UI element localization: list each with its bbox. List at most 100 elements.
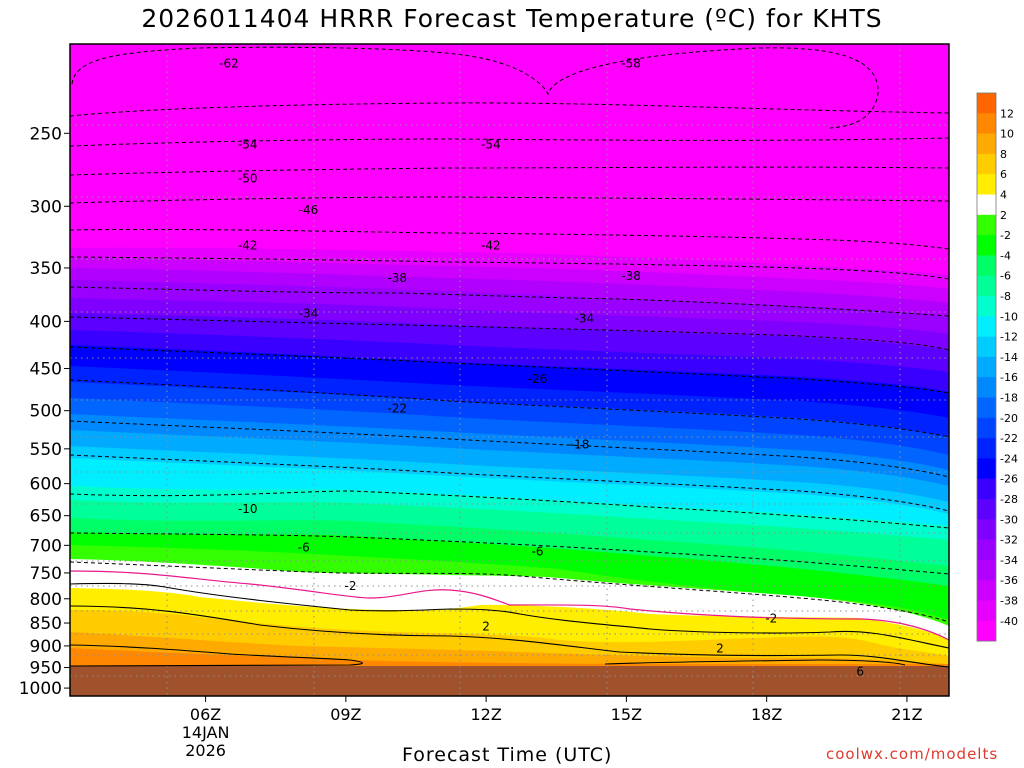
contour-label: -34 — [299, 306, 319, 320]
contour-label: -42 — [481, 239, 501, 253]
temperature-fill — [70, 44, 949, 696]
contour-label: -2 — [765, 611, 777, 625]
legend-label: 2 — [1000, 209, 1007, 222]
isotherm-m18 — [70, 420, 949, 478]
y-tick-label: 900 — [30, 637, 62, 657]
isotherm-m42 — [70, 228, 949, 250]
x-tick-label: 12Z — [470, 705, 501, 724]
isotherm-p2 — [70, 582, 949, 649]
x-date-label: 14JAN — [182, 723, 230, 742]
legend-swatch — [977, 620, 996, 642]
legend-label: -4 — [1000, 249, 1011, 262]
isotherm-p10-east — [604, 659, 906, 666]
y-tick-label: 650 — [30, 507, 62, 527]
x-tick-label: 06Z — [190, 705, 221, 724]
legend-swatch — [977, 499, 996, 520]
legend-swatch — [977, 235, 996, 256]
contour-label: -42 — [238, 239, 258, 253]
legend-label: -10 — [1000, 310, 1018, 323]
color-legend: 12 10 8 6 4 2 -2 -4 -6 -8 -10 -12 -14 -16 -18 -20 -22 -24… — [976, 92, 1018, 642]
legend-label: -30 — [1000, 513, 1018, 526]
legend-label: -40 — [1000, 615, 1018, 628]
contour-label: -38 — [621, 269, 641, 283]
legend-swatch — [977, 559, 996, 581]
legend-swatch — [977, 377, 996, 398]
x-tick-label: 15Z — [611, 705, 642, 724]
legend-label: -14 — [1000, 351, 1018, 364]
legend-label: -8 — [1000, 290, 1011, 303]
legend-frame — [976, 92, 997, 642]
legend-label: -6 — [1000, 270, 1011, 283]
contour-label: -6 — [532, 545, 544, 559]
legend-label: -18 — [1000, 392, 1018, 405]
legend-label: -28 — [1000, 493, 1018, 506]
isotherm-m38 — [70, 256, 949, 280]
y-tick-label: 450 — [30, 360, 62, 380]
y-tick-label: 500 — [30, 402, 62, 422]
contour-label: -54 — [238, 137, 258, 151]
legend-swatch — [977, 113, 996, 134]
y-tick-label: 600 — [30, 475, 62, 495]
legend-swatch — [977, 397, 996, 419]
legend-swatch — [977, 478, 996, 500]
legend-label: 4 — [1000, 189, 1007, 202]
x-tick-label: 09Z — [330, 705, 361, 724]
legend-label: -2 — [1000, 229, 1011, 242]
legend-swatch — [977, 580, 996, 601]
legend-swatch — [977, 417, 996, 439]
isotherm-m10 — [70, 490, 949, 529]
legend-label: 10 — [1000, 128, 1014, 141]
y-tick-label: 550 — [30, 440, 62, 460]
y-tick-label: 700 — [30, 536, 62, 556]
legend-swatch — [977, 458, 996, 479]
contour-label: -46 — [299, 203, 319, 217]
dashed-isotherms — [70, 46, 949, 623]
legend-swatch — [977, 296, 996, 317]
legend-swatch — [977, 255, 996, 276]
y-tick-label: 750 — [30, 564, 62, 584]
legend-label: -20 — [1000, 412, 1018, 425]
legend-swatch — [977, 214, 996, 236]
legend-swatch — [977, 194, 996, 216]
isotherm-m6 — [70, 532, 949, 575]
legend-swatch — [977, 93, 996, 114]
credit-link[interactable]: coolwx.com/modelts — [826, 745, 999, 763]
legend-swatch — [977, 438, 996, 459]
x-tick-label: 18Z — [751, 705, 782, 724]
legend-label: 12 — [1000, 107, 1014, 120]
contour-label: 2 — [482, 619, 490, 633]
y-tick-label: 400 — [30, 312, 62, 332]
legend-label: 8 — [1000, 148, 1007, 161]
legend-label: 6 — [1000, 168, 1007, 181]
legend-swatch — [977, 539, 996, 561]
legend-label: -26 — [1000, 473, 1018, 486]
freezing-line — [70, 570, 949, 641]
contour-label: -50 — [238, 172, 258, 186]
y-tick-label: 300 — [30, 197, 62, 217]
isotherm-m62 — [71, 46, 879, 129]
legend-swatch — [977, 519, 996, 540]
x-date-label: 2026 — [185, 741, 226, 760]
y-tick-label: 800 — [30, 590, 62, 610]
contour-label: -34 — [575, 311, 595, 325]
legend-label: -16 — [1000, 371, 1018, 384]
y-tick-label: 850 — [30, 614, 62, 634]
legend-swatch — [977, 316, 996, 337]
contour-label: -2 — [345, 579, 357, 593]
ground-fill — [70, 666, 949, 696]
legend-swatch — [977, 356, 996, 378]
isotherm-m30 — [70, 316, 949, 351]
legend-swatch — [977, 336, 996, 358]
isotherm-m22 — [70, 379, 949, 438]
solid-isotherms — [70, 582, 949, 668]
contour-label: -26 — [528, 372, 548, 386]
plot-frame — [69, 43, 950, 697]
legend-swatch — [977, 600, 996, 622]
contour-label: -38 — [387, 271, 407, 285]
contour-labels: -62 -58-54 -54-50-46-42 -42-38 -38-34 -34-26-… — [219, 57, 864, 679]
legend-swatch — [977, 153, 996, 175]
contour-label: -22 — [387, 401, 407, 415]
isotherm-m26 — [70, 346, 949, 394]
